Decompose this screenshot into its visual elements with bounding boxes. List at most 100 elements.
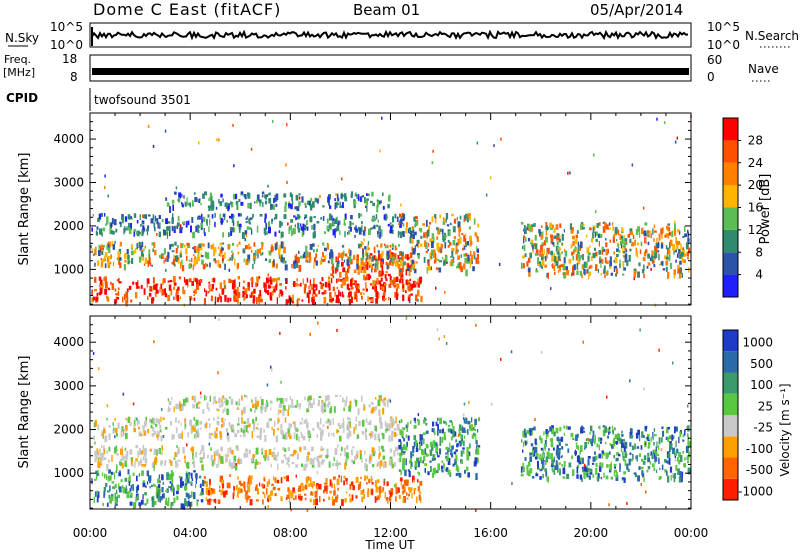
data-cell	[640, 466, 644, 470]
data-cell	[566, 425, 568, 430]
data-cell	[604, 257, 607, 264]
data-cell	[217, 297, 220, 303]
data-cell	[451, 250, 454, 258]
data-cell	[574, 449, 577, 457]
data-cell	[316, 221, 320, 224]
data-cell	[587, 252, 591, 256]
data-cell	[608, 431, 610, 435]
data-cell	[393, 431, 397, 438]
data-cell	[138, 426, 140, 430]
data-cell	[166, 232, 169, 239]
data-cell	[216, 408, 218, 411]
data-cell	[260, 294, 262, 300]
data-cell	[175, 427, 178, 434]
y-tick-label: 1000	[53, 466, 84, 480]
data-cell	[277, 463, 279, 471]
data-cell	[279, 244, 281, 251]
data-cell	[372, 452, 375, 457]
data-cell	[117, 251, 121, 258]
data-cell	[603, 265, 606, 273]
data-cell	[144, 257, 147, 264]
data-cell	[258, 294, 261, 299]
data-cell	[270, 246, 273, 253]
data-cell	[211, 204, 215, 209]
data-cell	[658, 233, 661, 241]
data-cell	[490, 402, 493, 406]
data-cell	[116, 464, 118, 471]
data-cell	[158, 231, 161, 238]
data-cell	[265, 286, 267, 290]
data-cell	[537, 263, 540, 266]
data-cell	[203, 476, 206, 479]
data-cell	[541, 266, 544, 269]
data-cell	[460, 254, 462, 258]
data-cell	[152, 214, 154, 221]
data-cell	[172, 434, 175, 439]
data-cell	[550, 453, 553, 460]
data-cell	[254, 462, 257, 470]
data-cell	[612, 236, 615, 243]
data-cell	[598, 259, 601, 262]
data-cell	[162, 435, 165, 438]
data-cell	[553, 456, 555, 463]
data-cell	[385, 278, 388, 282]
data-cell	[651, 454, 654, 460]
data-cell	[678, 272, 681, 279]
data-cell	[275, 454, 277, 460]
data-cell	[147, 428, 150, 434]
x-axis-label: Time UT	[364, 538, 415, 552]
data-cell	[177, 433, 181, 439]
data-cell	[301, 196, 304, 203]
data-cell	[381, 258, 384, 264]
colorbar-tick-label: 25	[758, 399, 773, 413]
data-cell	[95, 456, 98, 460]
data-cell	[223, 491, 226, 498]
data-cell	[687, 257, 689, 260]
data-cell	[408, 227, 411, 234]
data-cell	[440, 243, 444, 249]
data-cell	[313, 263, 315, 269]
data-cell	[115, 496, 117, 500]
data-cell	[178, 476, 181, 479]
data-cell	[228, 422, 231, 427]
data-cell	[129, 217, 133, 220]
data-cell	[550, 438, 553, 442]
data-cell	[299, 485, 302, 492]
data-cell	[94, 262, 96, 267]
data-cell	[120, 458, 122, 462]
data-cell	[347, 231, 349, 235]
data-cell	[621, 228, 624, 233]
data-cell	[653, 450, 655, 453]
data-cell	[249, 408, 253, 412]
data-cell	[236, 244, 239, 248]
data-cell	[323, 459, 326, 463]
data-cell	[575, 254, 578, 261]
data-cell	[176, 490, 179, 495]
data-cell	[302, 436, 306, 441]
data-cell	[619, 467, 621, 472]
data-cell	[395, 416, 397, 424]
data-cell	[319, 260, 322, 265]
data-cell	[368, 254, 371, 260]
data-cell	[287, 447, 290, 452]
data-cell	[526, 226, 529, 231]
data-cell	[205, 481, 208, 487]
data-cell	[680, 252, 684, 257]
data-cell	[285, 163, 287, 167]
data-cell	[423, 256, 426, 263]
data-cell	[208, 434, 212, 440]
data-cell	[138, 502, 142, 507]
data-cell	[177, 448, 180, 455]
data-cell	[243, 297, 246, 301]
data-cell	[203, 298, 206, 305]
data-cell	[141, 256, 144, 261]
data-cell	[125, 455, 128, 462]
data-cell	[435, 267, 439, 270]
data-cell	[600, 476, 603, 480]
data-cell	[257, 488, 259, 495]
data-cell	[535, 269, 539, 273]
data-cell	[613, 469, 616, 476]
data-cell	[374, 247, 376, 254]
data-cell	[321, 277, 324, 282]
data-cell	[290, 203, 293, 210]
